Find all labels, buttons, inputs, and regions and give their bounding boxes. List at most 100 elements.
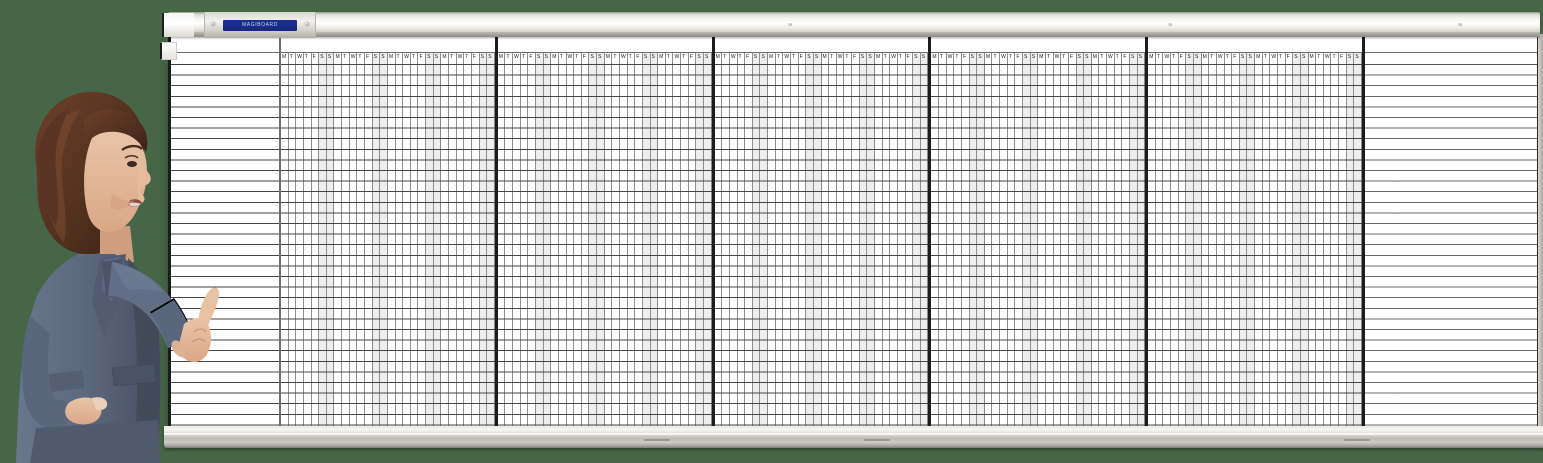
day-column[interactable]: W [1000, 34, 1008, 426]
day-column-weekend[interactable]: S [969, 34, 978, 426]
day-column[interactable]: T [1114, 34, 1123, 426]
day-column[interactable]: T [464, 34, 472, 426]
day-column-weekend[interactable]: S [1076, 34, 1085, 426]
day-column-weekend[interactable]: S [1293, 34, 1301, 426]
day-column-weekend[interactable]: S [433, 34, 441, 426]
day-column[interactable]: T [1155, 34, 1164, 426]
day-column[interactable]: T [992, 34, 1001, 426]
day-column[interactable]: F [635, 34, 643, 426]
day-column[interactable]: F [581, 34, 590, 426]
day-column-weekend[interactable]: S [1137, 34, 1145, 426]
day-column-weekend[interactable]: S [813, 34, 821, 426]
day-column-weekend[interactable]: S [1354, 34, 1362, 426]
day-column-weekend[interactable]: S [1084, 34, 1091, 426]
day-column[interactable]: F [852, 34, 860, 426]
day-column[interactable]: T [737, 34, 746, 426]
day-column-weekend[interactable]: S [1239, 34, 1248, 426]
day-column[interactable]: T [790, 34, 799, 426]
day-column[interactable]: T [665, 34, 674, 426]
day-column[interactable]: W [890, 34, 898, 426]
day-column-weekend[interactable]: S [597, 34, 604, 426]
day-column[interactable]: T [410, 34, 419, 426]
day-column[interactable]: F [311, 34, 320, 426]
day-column-weekend[interactable]: S [589, 34, 598, 426]
day-column[interactable]: T [357, 34, 366, 426]
day-column[interactable]: T [288, 34, 297, 426]
day-column[interactable]: M [551, 34, 559, 426]
day-column-weekend[interactable]: S [806, 34, 814, 426]
day-column[interactable]: F [1122, 34, 1130, 426]
day-column[interactable]: M [604, 34, 613, 426]
day-column-weekend[interactable]: S [867, 34, 874, 426]
day-column[interactable]: W [836, 34, 845, 426]
day-column[interactable]: M [984, 34, 993, 426]
day-column-weekend[interactable]: S [1247, 34, 1255, 426]
day-column[interactable]: M [931, 34, 940, 426]
day-column-weekend[interactable]: S [752, 34, 761, 426]
day-column-weekend[interactable]: S [380, 34, 387, 426]
day-column[interactable]: T [303, 34, 312, 426]
day-column[interactable]: W [1053, 34, 1062, 426]
day-column[interactable]: T [558, 34, 567, 426]
day-column[interactable]: M [1038, 34, 1046, 426]
day-column[interactable]: F [1232, 34, 1240, 426]
day-column-weekend[interactable]: S [536, 34, 544, 426]
day-column[interactable]: M [874, 34, 883, 426]
day-column[interactable]: T [1278, 34, 1286, 426]
day-column-weekend[interactable]: S [1300, 34, 1308, 426]
day-column[interactable]: T [1171, 34, 1179, 426]
day-column[interactable]: W [1323, 34, 1332, 426]
day-column[interactable]: W [296, 34, 304, 426]
day-column[interactable]: T [1262, 34, 1271, 426]
notes-column[interactable] [1365, 34, 1537, 426]
day-column[interactable]: F [528, 34, 536, 426]
day-column[interactable]: M [1148, 34, 1156, 426]
day-column[interactable]: W [456, 34, 465, 426]
day-column[interactable]: T [1099, 34, 1108, 426]
day-column-weekend[interactable]: S [650, 34, 658, 426]
day-column[interactable]: W [619, 34, 628, 426]
day-column[interactable]: M [441, 34, 449, 426]
day-column[interactable]: F [418, 34, 427, 426]
day-column[interactable]: M [497, 34, 506, 426]
day-column[interactable]: F [745, 34, 753, 426]
day-column-weekend[interactable]: S [372, 34, 381, 426]
day-column[interactable]: T [897, 34, 906, 426]
day-column[interactable]: T [395, 34, 404, 426]
day-column[interactable]: W [513, 34, 521, 426]
day-column[interactable]: T [775, 34, 784, 426]
day-column[interactable]: T [844, 34, 853, 426]
day-column-weekend[interactable]: S [859, 34, 868, 426]
day-column[interactable]: W [1107, 34, 1115, 426]
day-column[interactable]: M [658, 34, 666, 426]
day-column-weekend[interactable]: S [1023, 34, 1031, 426]
day-column-weekend[interactable]: S [1346, 34, 1355, 426]
day-column[interactable]: M [821, 34, 830, 426]
day-column-weekend[interactable]: S [487, 34, 494, 426]
day-column[interactable]: T [627, 34, 636, 426]
day-column[interactable]: T [520, 34, 529, 426]
day-column[interactable]: F [1015, 34, 1024, 426]
day-column[interactable]: F [905, 34, 914, 426]
day-column[interactable]: F [1285, 34, 1294, 426]
